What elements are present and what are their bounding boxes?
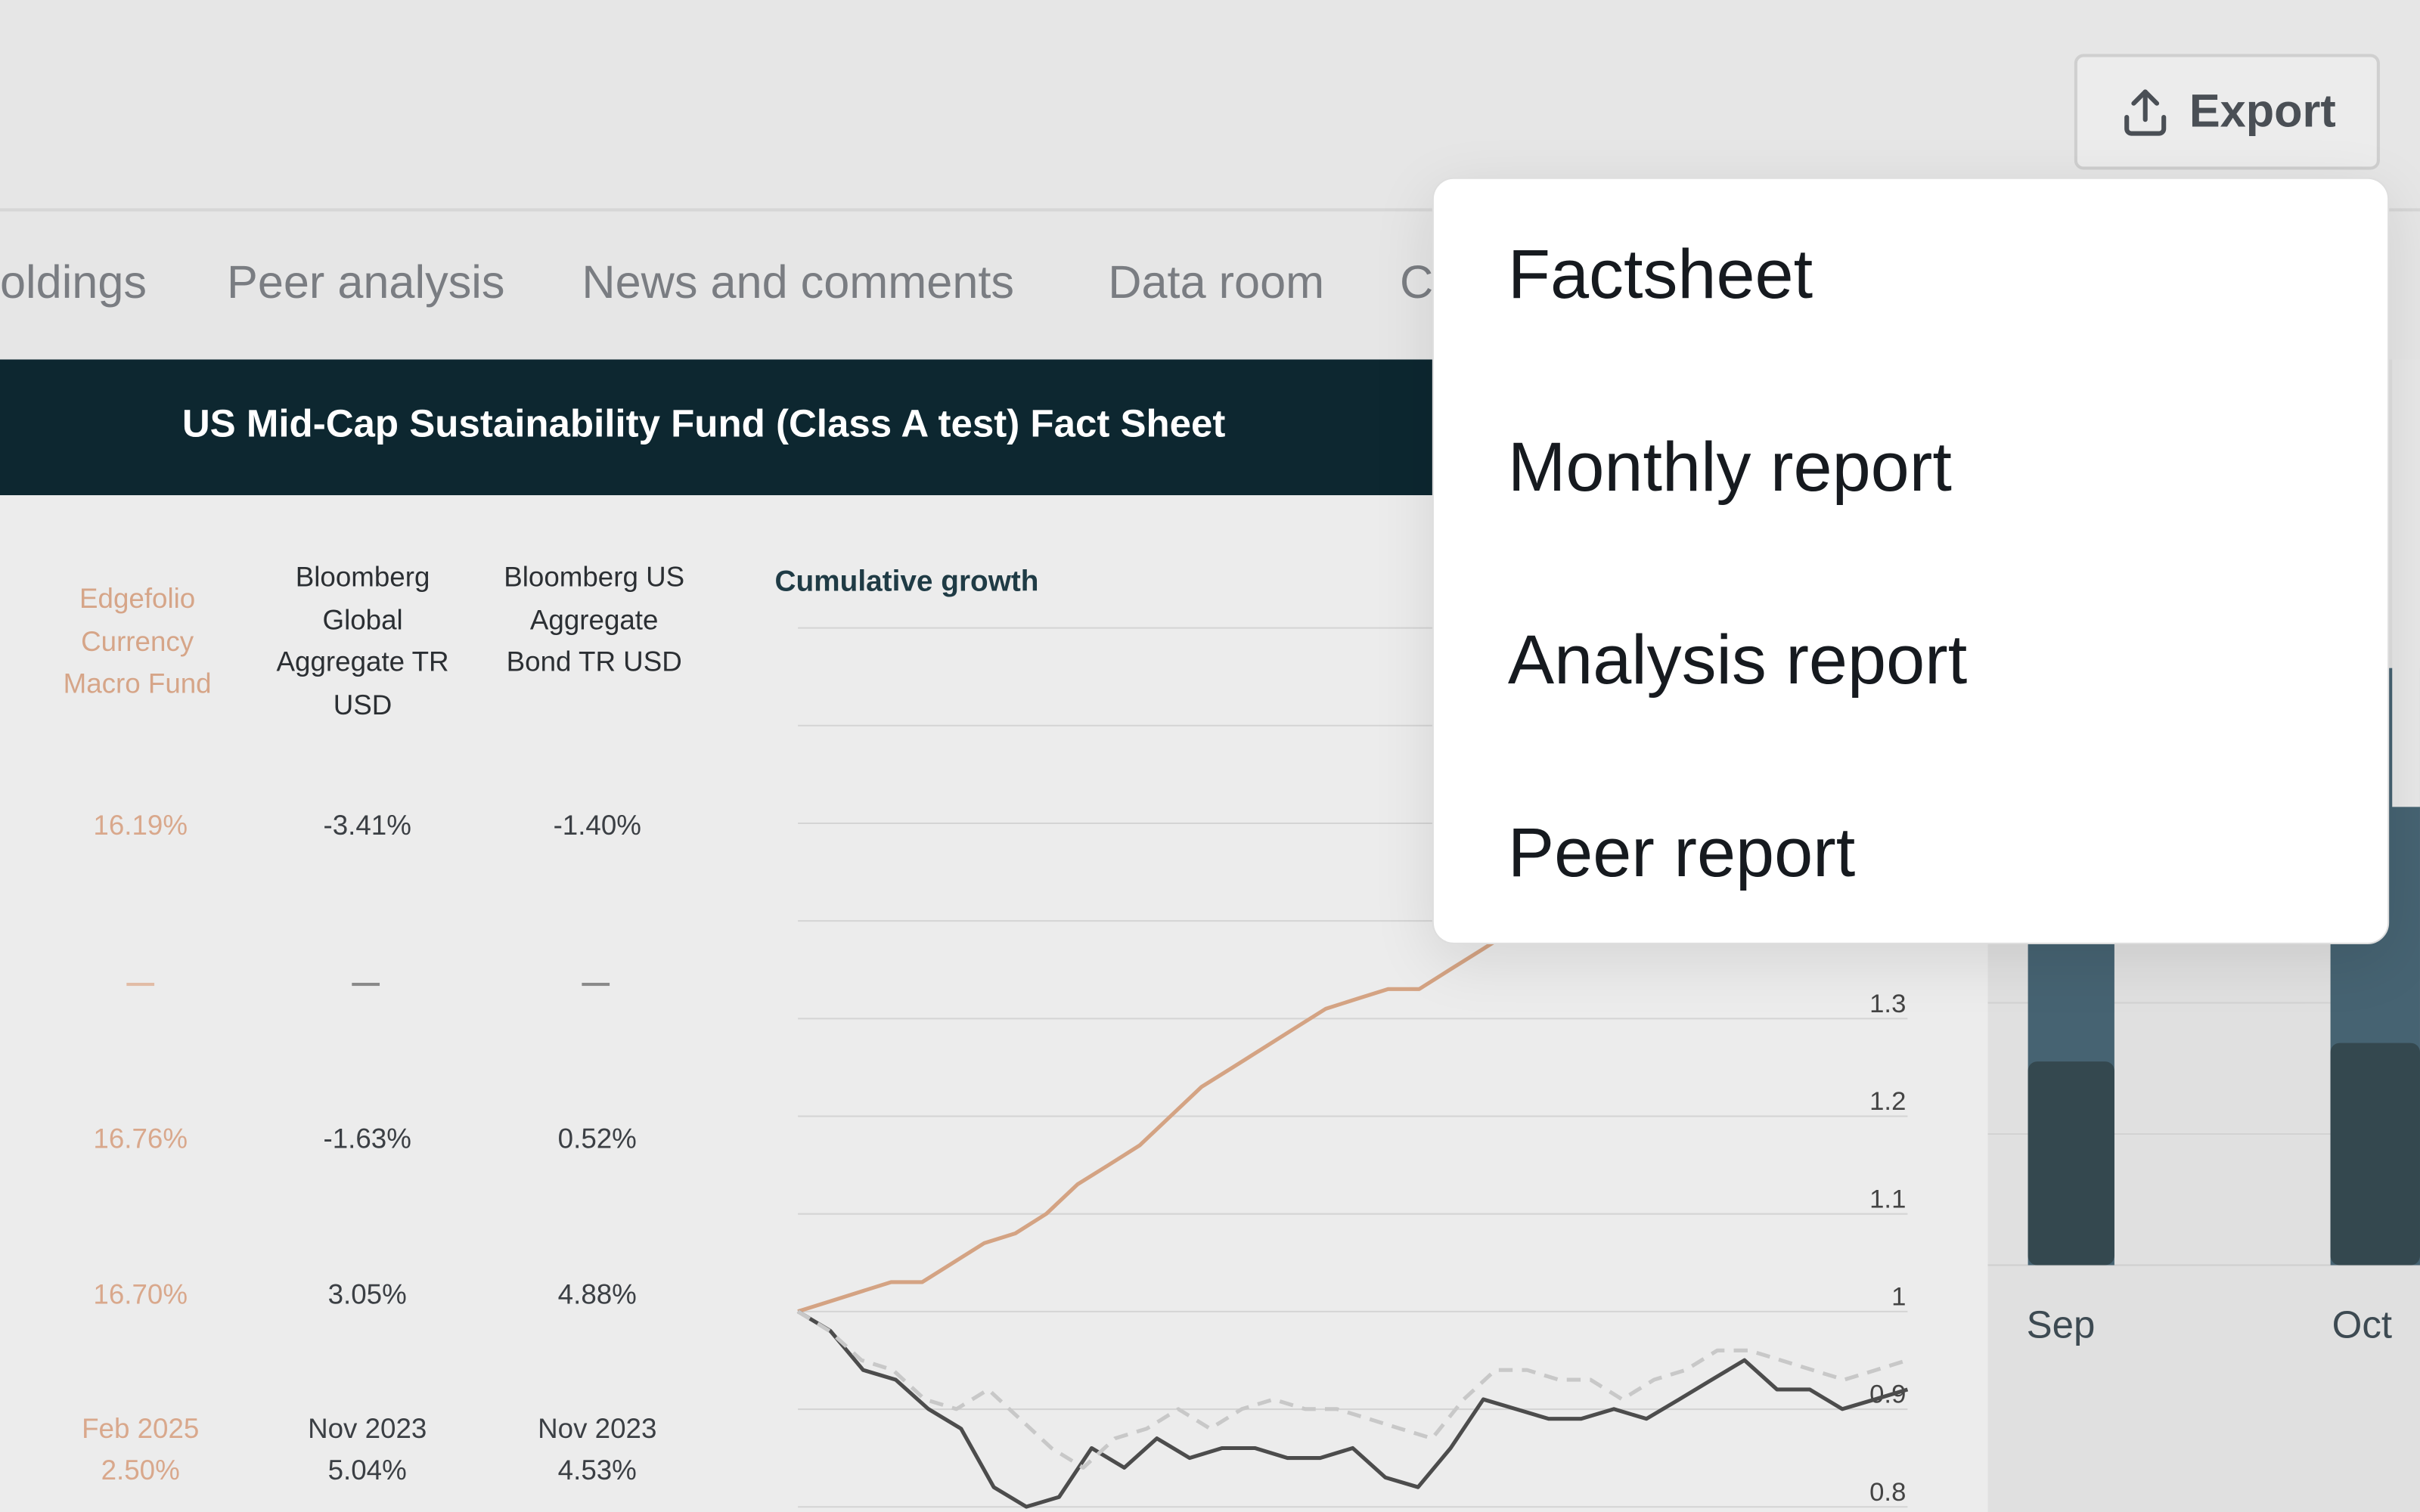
chart-title: Cumulative growth <box>774 565 1039 599</box>
empty-value-dash <box>126 982 155 987</box>
table-cell: Nov 2023 4.53% <box>538 1413 657 1486</box>
y-tick-label: 1.3 <box>1869 990 1906 1018</box>
column-header-fund: Edgefolio Currency Macro Fund <box>63 583 212 699</box>
bar <box>2330 1043 2420 1266</box>
series-line-1 <box>796 1309 1909 1509</box>
menu-item-factsheet[interactable]: Factsheet <box>1507 234 1813 314</box>
table-cell: 16.19% <box>93 810 188 841</box>
tab-truncated[interactable]: C <box>1400 257 1434 309</box>
table-cell: 16.76% <box>93 1123 188 1154</box>
y-tick-label: 1 <box>1891 1283 1906 1312</box>
table-cell: -1.63% <box>323 1123 411 1154</box>
factsheet-title: US Mid-Cap Sustainability Fund (Class A … <box>182 402 1226 446</box>
series-line-2 <box>796 1309 1909 1470</box>
tab-holdings[interactable]: oldings <box>0 257 147 309</box>
tab-data-room[interactable]: Data room <box>1108 257 1325 309</box>
menu-item-analysis-report[interactable]: Analysis report <box>1507 620 1968 699</box>
y-tick-label: 0.8 <box>1869 1478 1906 1507</box>
bar <box>2392 359 2420 807</box>
table-cell: 3.05% <box>327 1278 407 1310</box>
table-cell: 4.88% <box>557 1278 637 1310</box>
menu-item-monthly-report[interactable]: Monthly report <box>1507 427 1952 507</box>
bar <box>2028 1061 2114 1266</box>
export-button[interactable]: Export <box>2074 54 2380 170</box>
table-cell: -1.40% <box>553 810 641 841</box>
upload-icon <box>2125 88 2167 135</box>
table-cell: -3.41% <box>323 810 411 841</box>
table-cell: Feb 2025 2.50% <box>82 1413 200 1486</box>
table-cell: 16.70% <box>93 1278 188 1310</box>
empty-value-dash <box>582 982 610 987</box>
empty-value-dash <box>352 982 380 987</box>
x-axis-label-oct: Oct <box>2332 1303 2393 1347</box>
column-header-benchmark-us: Bloomberg US Aggregate Bond TR USD <box>504 561 685 677</box>
export-menu: Factsheet Monthly report Analysis report… <box>1432 177 2390 944</box>
factsheet-banner: US Mid-Cap Sustainability Fund (Class A … <box>0 359 1466 496</box>
top-toolbar: Export <box>0 0 2420 212</box>
menu-item-peer-report[interactable]: Peer report <box>1507 813 1856 892</box>
column-header-benchmark-global: Bloomberg Global Aggregate TR USD <box>276 561 449 720</box>
tab-news-and-comments[interactable]: News and comments <box>582 257 1015 309</box>
y-tick-label: 1.2 <box>1869 1087 1906 1116</box>
table-cell: Nov 2023 5.04% <box>308 1413 427 1486</box>
table-cell: 0.52% <box>557 1123 637 1154</box>
export-label: Export <box>2189 85 2336 137</box>
x-axis-label-sep: Sep <box>2026 1303 2096 1347</box>
y-tick-label: 1.1 <box>1869 1185 1906 1213</box>
series-line-0 <box>797 909 1545 1314</box>
tab-peer-analysis[interactable]: Peer analysis <box>226 257 505 309</box>
